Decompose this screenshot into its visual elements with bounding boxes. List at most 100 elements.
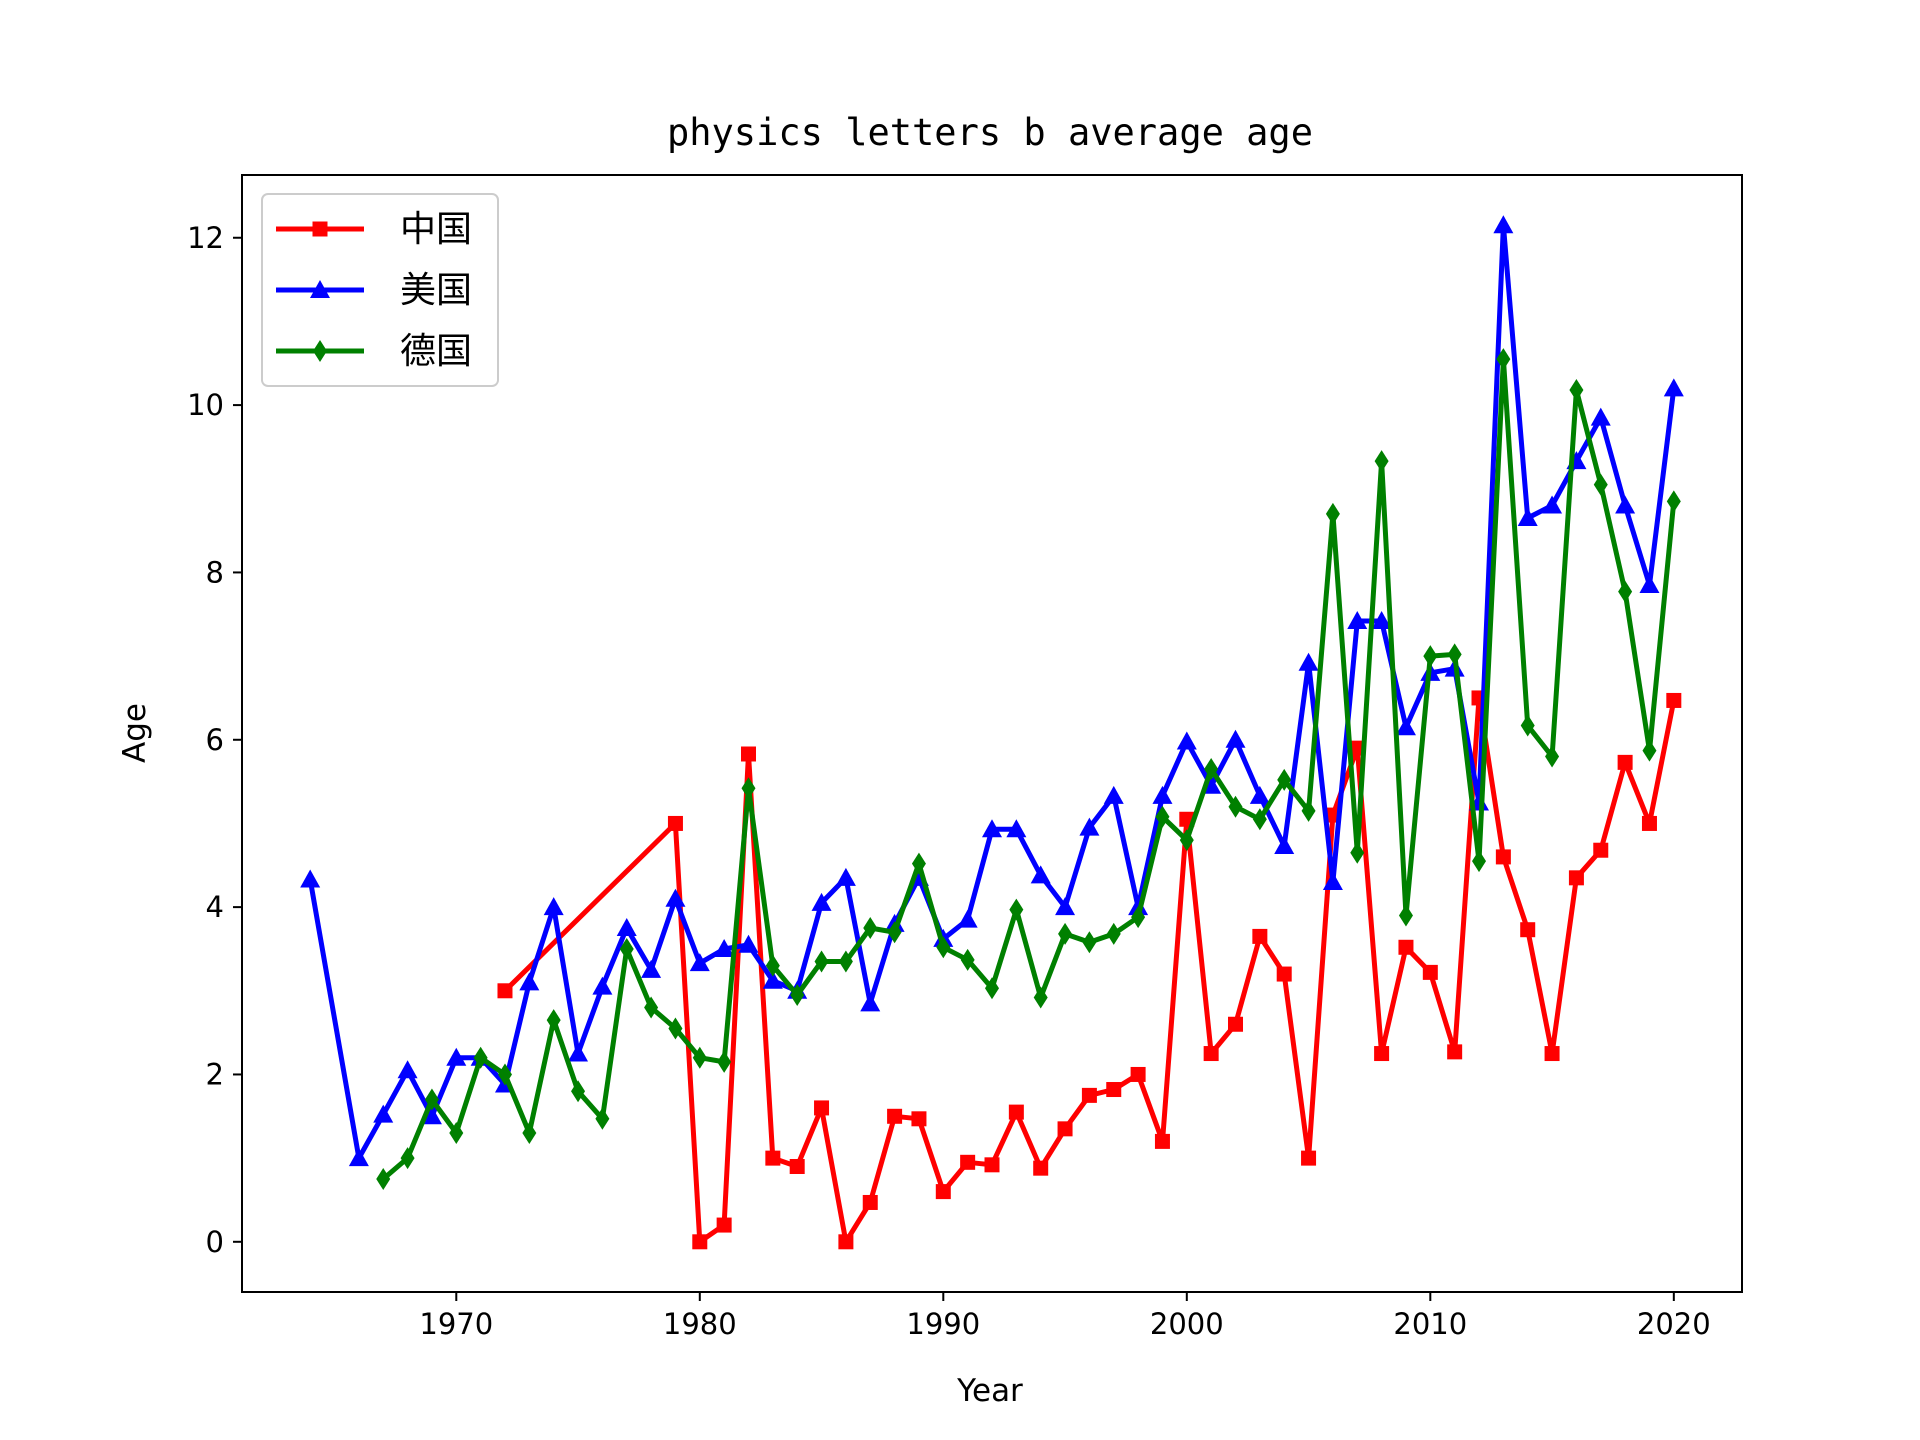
data-point: [811, 892, 832, 911]
data-point: [814, 1100, 830, 1116]
data-point: [1106, 1082, 1122, 1098]
data-point: [619, 937, 634, 960]
data-point: [522, 1122, 537, 1145]
data-point: [887, 1108, 903, 1124]
plot-frame: [241, 174, 1743, 1293]
data-point: [1520, 922, 1536, 938]
data-point: [1517, 508, 1538, 527]
data-point: [1081, 1087, 1097, 1103]
y-tick-label: 0: [206, 1225, 224, 1259]
legend-marker: [313, 340, 327, 362]
data-point: [740, 746, 756, 762]
data-point: [862, 1194, 878, 1210]
data-point: [1615, 495, 1636, 514]
y-axis: 0 2 4 6 8 10 12: [187, 221, 242, 1259]
data-point: [692, 1234, 708, 1250]
data-point: [689, 953, 710, 972]
data-point: [911, 1111, 927, 1127]
data-point: [860, 993, 881, 1012]
data-point: [400, 1147, 415, 1170]
data-point: [1447, 1044, 1463, 1060]
y-tick-label: 2: [206, 1057, 224, 1091]
data-point: [1568, 870, 1584, 886]
data-point: [863, 917, 878, 940]
data-point: [1155, 805, 1170, 828]
data-point: [1617, 754, 1633, 770]
data-point: [960, 1154, 976, 1170]
data-point: [668, 1017, 683, 1040]
data-point: [789, 1158, 805, 1174]
y-axis-label: Age: [117, 703, 153, 763]
x-tick-label: 2010: [1393, 1307, 1467, 1341]
data-point: [1374, 1046, 1390, 1062]
data-point: [1203, 1046, 1219, 1062]
data-point: [1325, 502, 1340, 525]
data-point: [1033, 986, 1048, 1009]
data-point: [1228, 1016, 1244, 1032]
series-layer: [300, 215, 1684, 1250]
x-tick-label: 1980: [663, 1307, 737, 1341]
series-3: [376, 348, 1681, 1191]
data-point: [571, 1080, 586, 1103]
data-point: [1103, 785, 1124, 804]
data-point: [714, 938, 735, 957]
data-point: [1495, 849, 1511, 865]
legend-box: [261, 193, 499, 387]
data-point: [1322, 872, 1343, 891]
data-point: [1545, 745, 1560, 768]
chart-title: physics letters b average age: [667, 111, 1313, 154]
data-point: [497, 1063, 512, 1086]
data-point: [497, 983, 513, 999]
data-point: [1176, 731, 1197, 750]
data-point: [1128, 897, 1149, 916]
data-point: [449, 1122, 464, 1145]
data-point: [1641, 815, 1657, 831]
data-point: [1496, 348, 1511, 371]
data-point: [1639, 574, 1660, 593]
data-point: [543, 897, 564, 916]
data-point: [473, 1046, 488, 1069]
data-point: [1422, 964, 1438, 980]
data-point: [1301, 799, 1316, 822]
y-tick-label: 6: [206, 723, 224, 757]
data-point: [1593, 842, 1609, 858]
data-point: [1277, 768, 1292, 791]
x-tick-label: 1990: [906, 1307, 980, 1341]
data-point: [1666, 692, 1682, 708]
data-point: [982, 819, 1002, 838]
data-point: [984, 1157, 1000, 1173]
data-point: [1225, 729, 1246, 748]
data-point: [568, 1043, 589, 1062]
data-point: [692, 1046, 707, 1069]
data-point: [814, 950, 829, 973]
data-point: [1663, 378, 1684, 397]
data-point: [1593, 473, 1608, 496]
data-point: [1152, 785, 1173, 804]
data-point: [1472, 850, 1487, 873]
series-1: [497, 690, 1682, 1250]
data-point: [738, 934, 759, 953]
data-point: [424, 1088, 439, 1111]
data-point: [1204, 758, 1219, 781]
data-point: [1008, 1104, 1024, 1120]
data-point: [595, 1107, 610, 1130]
data-point: [592, 976, 613, 995]
data-point: [1520, 714, 1535, 737]
y-tick-label: 10: [187, 388, 224, 422]
data-point: [1252, 928, 1268, 944]
legend-label: 美国: [400, 270, 472, 311]
data-point: [300, 869, 321, 888]
data-point: [1642, 739, 1657, 762]
data-point: [1274, 836, 1295, 855]
data-point: [616, 918, 637, 937]
data-point: [1493, 215, 1514, 234]
data-point: [957, 909, 978, 928]
data-point: [397, 1060, 418, 1079]
data-point: [1276, 966, 1292, 982]
data-point: [1398, 939, 1414, 955]
data-point: [1298, 652, 1319, 671]
y-tick-label: 12: [187, 221, 224, 255]
